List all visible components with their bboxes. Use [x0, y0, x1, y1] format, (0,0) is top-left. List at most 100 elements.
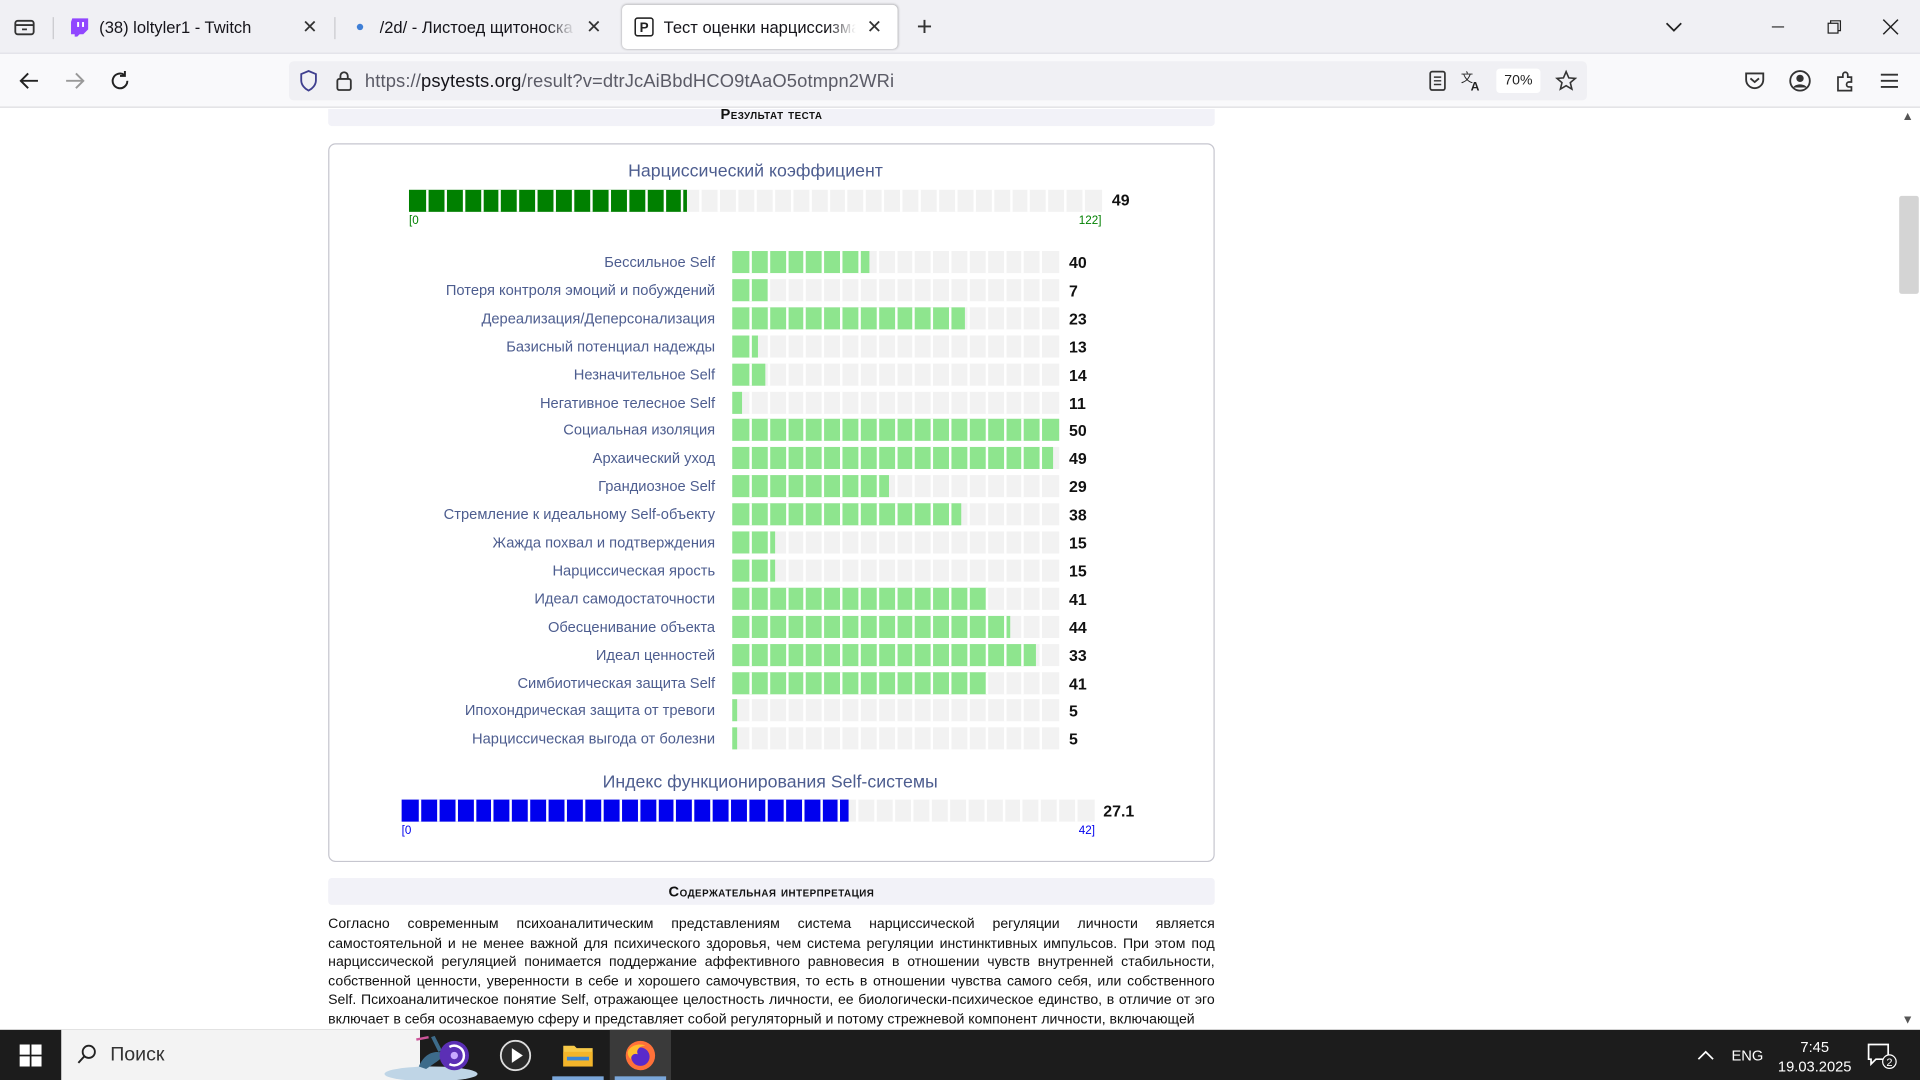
taskbar-search[interactable]: Поиск	[61, 1029, 478, 1080]
subscale-value: 44	[1068, 617, 1087, 637]
subscale-bar-fill	[732, 363, 765, 386]
svg-text:P: P	[640, 20, 649, 35]
bookmark-star-icon[interactable]	[1554, 69, 1578, 98]
close-tab-icon[interactable]: ✕	[586, 17, 602, 38]
nq-value: 49	[1111, 191, 1130, 210]
subscale-bar-fill	[732, 503, 962, 526]
subscale-bar	[732, 727, 1060, 750]
tab-psytests[interactable]: P Тест оценки нарциссизма, NI ✕	[622, 4, 898, 49]
notifications-icon[interactable]: 2	[1866, 1030, 1898, 1080]
page-content: Результат теста Нарциссический коэффицие…	[0, 108, 1898, 1030]
subscale-bar	[732, 475, 1060, 498]
subscale-label: Идеал ценностей	[595, 646, 716, 664]
show-hidden-icons[interactable]	[1697, 1030, 1714, 1080]
subscale-value: 40	[1068, 253, 1087, 272]
zoom-level-button[interactable]: 70%	[1496, 68, 1541, 94]
twitch-icon	[70, 17, 90, 37]
subscale-row: Дереализация/Деперсонализация 23	[329, 306, 1216, 330]
subscale-bar-fill	[732, 307, 965, 330]
taskbar-media-player-icon[interactable]	[485, 1030, 546, 1080]
language-indicator[interactable]: ENG	[1731, 1046, 1764, 1064]
scrollbar-thumb[interactable]	[1899, 195, 1919, 294]
extensions-icon[interactable]	[1831, 66, 1860, 95]
subscale-value: 11	[1068, 393, 1086, 413]
svg-text:文: 文	[1461, 70, 1473, 85]
subscale-bar-fill	[732, 251, 870, 274]
hamburger-menu-icon[interactable]	[1875, 66, 1904, 95]
subscale-bar	[732, 251, 1060, 274]
subscale-bar	[732, 699, 1060, 722]
subscale-label: Обесценивание объекта	[547, 617, 716, 636]
subscale-row: Стремление к идеальному Self-объекту 38	[329, 502, 1216, 526]
subscale-value: 41	[1068, 589, 1087, 609]
subscale-value: 50	[1068, 421, 1087, 441]
subscale-value: 38	[1068, 505, 1087, 525]
tab-twitch[interactable]: (38) loltyler1 - Twitch ✕	[58, 5, 334, 49]
chevron-down-icon[interactable]	[1659, 12, 1688, 41]
taskbar-app-purple-icon[interactable]	[424, 1030, 485, 1080]
subscale-value: 5	[1068, 702, 1078, 721]
index-title: Индекс функционирования Self-системы	[602, 772, 938, 793]
account-icon[interactable]	[1785, 66, 1814, 95]
minimize-icon[interactable]	[1763, 12, 1792, 41]
dot-icon	[350, 17, 370, 37]
subscale-bar-fill	[732, 475, 890, 498]
subscale-bar	[732, 503, 1060, 526]
reload-icon[interactable]	[105, 66, 134, 95]
subscale-value: 15	[1068, 533, 1087, 553]
subscale-row: Потеря контроля эмоций и побуждений 7	[329, 278, 1216, 302]
subscale-value: 23	[1068, 309, 1087, 328]
taskbar-firefox-icon[interactable]	[609, 1029, 672, 1080]
url-bar[interactable]: https://psytests.org/result?v=dtrJcAiBbd…	[288, 61, 1587, 101]
back-icon[interactable]	[15, 66, 44, 95]
url-text[interactable]: https://psytests.org/result?v=dtrJcAiBbd…	[364, 71, 895, 92]
subscale-label: Нарциссическая выгода от болезни	[471, 730, 716, 748]
tab-2d[interactable]: /2d/ - Листоед щитоноска Stol ✕	[338, 5, 617, 49]
subscale-row: Базисный потенциал надежды 13	[329, 334, 1216, 358]
subscale-label: Базисный потенциал надежды	[506, 337, 716, 355]
vertical-scrollbar[interactable]	[1897, 108, 1920, 1030]
subscale-bar	[732, 615, 1060, 638]
restore-icon[interactable]	[1820, 12, 1849, 41]
taskbar-file-explorer-icon[interactable]	[547, 1030, 608, 1080]
clock[interactable]: 7:45 19.03.2025	[1778, 1030, 1852, 1080]
lock-icon[interactable]	[336, 70, 353, 98]
subscale-bar-fill	[732, 615, 1011, 638]
subscale-label: Потеря контроля эмоций и побуждений	[445, 281, 716, 299]
windows-start-icon[interactable]	[0, 1030, 61, 1080]
scroll-down-icon[interactable]: ▼	[1901, 1013, 1914, 1028]
search-placeholder: Поиск	[110, 1043, 165, 1065]
forward-icon[interactable]	[60, 66, 89, 95]
list-all-tabs-icon[interactable]	[10, 13, 39, 40]
subscale-label: Архаический уход	[592, 449, 716, 467]
subscale-value: 15	[1068, 561, 1087, 581]
close-tab-icon[interactable]: ✕	[866, 17, 882, 38]
shield-icon[interactable]	[299, 70, 319, 98]
nq-title: Нарциссический коэффициент	[628, 161, 883, 182]
tab-title: /2d/ - Листоед щитоноска Stol	[379, 17, 576, 37]
subscale-bar	[732, 307, 1060, 330]
subscale-bar	[732, 279, 1060, 302]
clock-time: 7:45	[1800, 1037, 1830, 1055]
subscale-label: Нарциссическая ярость	[552, 561, 716, 580]
subscale-value: 7	[1068, 281, 1078, 300]
subscale-bar-fill	[732, 559, 775, 582]
pocket-icon[interactable]	[1740, 66, 1769, 95]
new-tab-icon[interactable]: +	[916, 11, 933, 42]
subscale-label: Жажда похвал и подтверждения	[492, 533, 716, 552]
interpretation-header: Содержательная интерпретация	[328, 877, 1215, 905]
close-tab-icon[interactable]: ✕	[302, 17, 318, 38]
subscale-bar-fill	[732, 531, 775, 554]
subscale-label: Идеал самодостаточности	[534, 589, 716, 608]
scroll-up-icon[interactable]: ▲	[1901, 110, 1914, 124]
subscale-bar	[732, 531, 1060, 554]
reader-view-icon[interactable]	[1428, 70, 1448, 98]
nq-scale-max: 122]	[1078, 214, 1102, 228]
subscale-label: Дереализация/Деперсонализация	[481, 309, 716, 327]
subscale-bar	[732, 643, 1060, 666]
close-window-icon[interactable]	[1876, 12, 1905, 41]
tab-title: Тест оценки нарциссизма, NI	[663, 17, 856, 37]
heron-search-highlight-icon	[382, 1030, 480, 1080]
subscale-row: Нарциссическая выгода от болезни 5	[329, 726, 1216, 750]
